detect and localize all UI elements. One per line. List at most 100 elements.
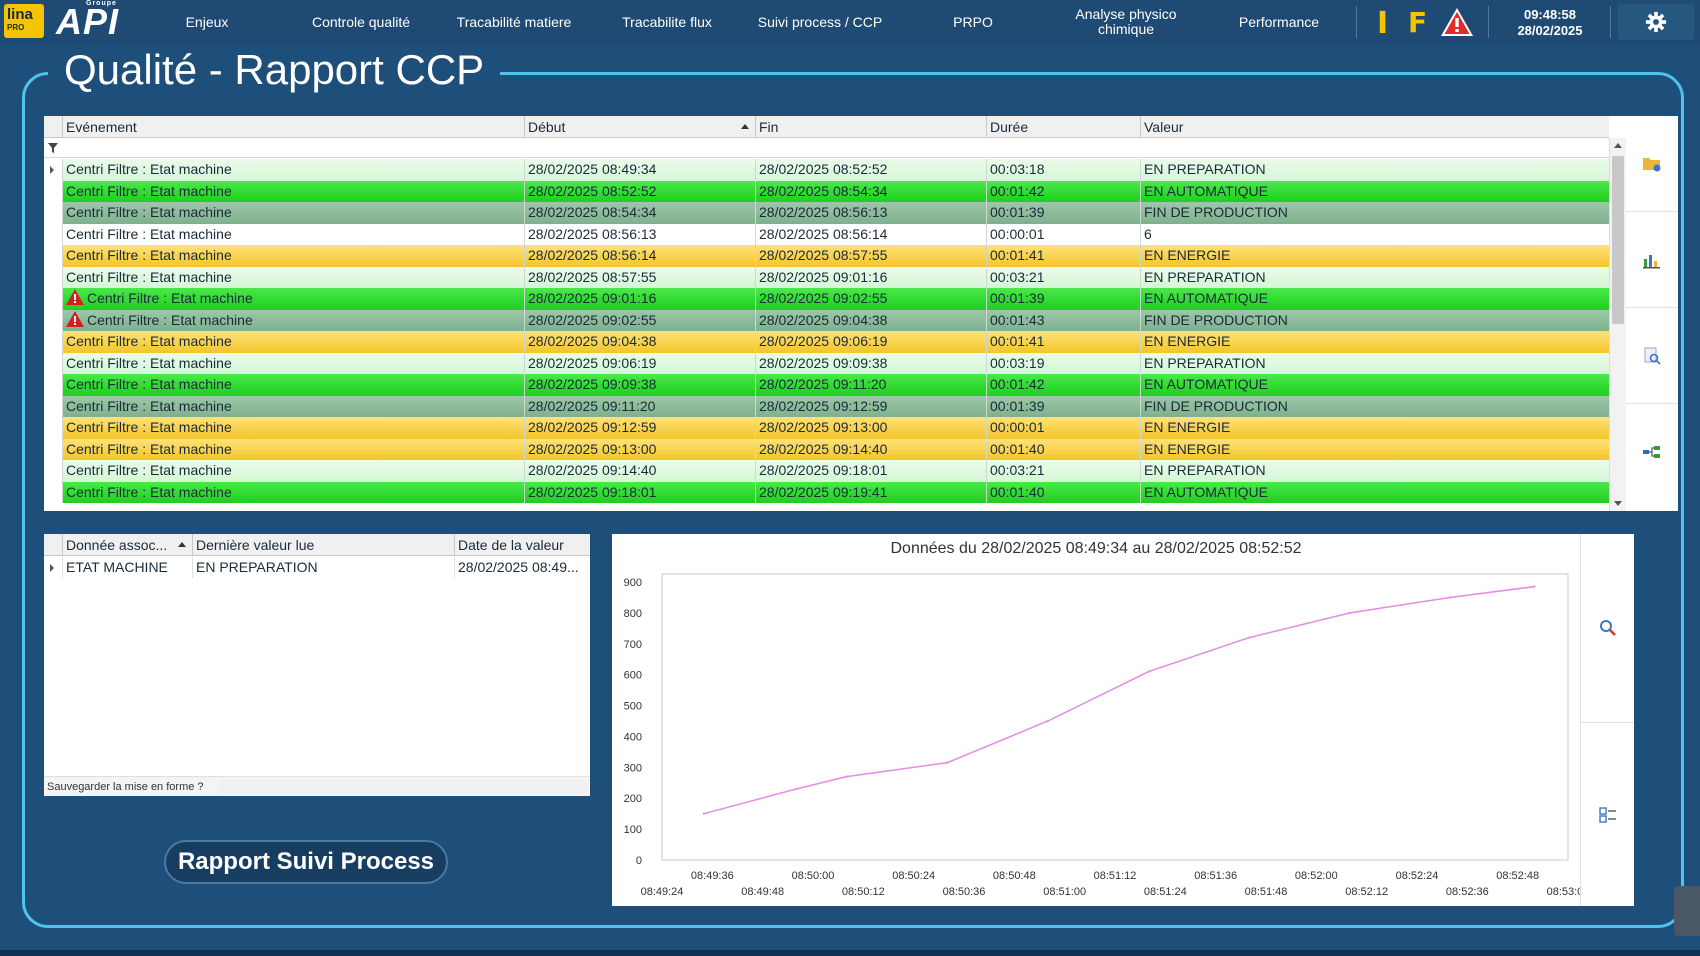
nav-suivi-process-ccp[interactable]: Suivi process / CCP [757,13,883,30]
row-header[interactable] [44,245,62,267]
y-tick-label: 800 [624,608,642,620]
table-row[interactable]: Centri Filtre : Etat machine 28/02/2025 0… [44,288,1609,310]
series-point [1046,719,1050,723]
settings-button[interactable] [1618,4,1694,40]
row-header[interactable] [44,438,62,460]
table-row[interactable]: Centri Filtre : Etat machine 28/02/2025 0… [44,374,1609,396]
indicator-f-icon[interactable]: F [1408,6,1428,39]
duration-cell-text: 00:01:41 [990,247,1045,263]
duration-cell: 00:01:41 [986,331,1140,353]
assoc-date-cell: 28/02/2025 08:49... [454,557,590,578]
indicator-i-icon[interactable]: I [1377,6,1389,41]
nav-performance[interactable]: Performance [1238,13,1320,30]
event-cell-text: Centri Filtre : Etat machine [87,290,253,306]
col-header-evenement[interactable]: Evénement [62,116,524,138]
row-header[interactable] [44,309,62,331]
col-header-fin[interactable]: Fin [755,116,986,138]
row-header[interactable] [44,223,62,245]
value-cell-text: EN PREPARATION [1144,161,1266,177]
chart-zoom-button[interactable] [1580,534,1634,722]
duration-cell: 00:01:39 [986,202,1140,224]
table-row[interactable]: Centri Filtre : Etat machine 28/02/2025 0… [44,438,1609,460]
table-row[interactable]: Centri Filtre : Etat machine 28/02/2025 0… [44,460,1609,482]
filter-icon[interactable] [48,143,58,153]
table-row[interactable]: Centri Filtre : Etat machine 28/02/2025 0… [44,481,1609,503]
event-cell-text: Centri Filtre : Etat machine [66,462,232,478]
scroll-up-icon[interactable] [1614,143,1622,148]
row-header[interactable] [44,374,62,396]
side-panel-tab[interactable] [1674,886,1700,936]
series-point [845,775,848,778]
table-row[interactable]: Centri Filtre : Etat machine 28/02/2025 0… [44,180,1609,202]
table-row[interactable]: Centri Filtre : Etat machine 28/02/2025 0… [44,202,1609,224]
rapport-suivi-process-button[interactable]: Rapport Suivi Process [164,840,448,884]
filter-row[interactable] [44,138,1609,158]
nav-controle-qualite[interactable]: Controle qualité [311,13,411,30]
nav-enjeux[interactable]: Enjeux [185,13,229,30]
col-header-date-valeur[interactable]: Date de la valeur [454,534,590,556]
save-layout-prompt[interactable]: Sauvegarder la mise en forme ? [47,781,204,793]
row-header[interactable] [44,202,62,224]
x-tick-label: 08:49:48 [741,886,784,898]
warning-icon[interactable] [1440,7,1474,37]
nav-analyse-physico-chimique[interactable]: Analyse physico chimique [1075,6,1177,37]
end-cell-text: 28/02/2025 09:11:20 [759,376,887,392]
row-header[interactable] [44,352,62,374]
y-tick-label: 200 [624,793,642,805]
table-row[interactable]: Centri Filtre : Etat machine 28/02/2025 0… [44,245,1609,267]
start-cell-text: 28/02/2025 09:12:59 [528,419,657,435]
col-header-donnee-assoc[interactable]: Donnée assoc... [62,534,192,556]
start-cell: 28/02/2025 08:56:14 [524,245,755,267]
table-row[interactable]: Centri Filtre : Etat machine 28/02/2025 0… [44,331,1609,353]
scroll-thumb[interactable] [1612,156,1624,324]
table-row[interactable]: Centri Filtre : Etat machine 28/02/2025 0… [44,352,1609,374]
value-cell: 6 [1140,223,1609,245]
start-cell-text: 28/02/2025 08:52:52 [528,182,657,199]
folder-icon [1643,157,1661,171]
start-cell-text: 28/02/2025 08:56:14 [528,247,657,263]
row-header[interactable] [44,266,62,288]
row-header[interactable] [44,417,62,439]
chart-view-button[interactable] [1626,212,1678,308]
duration-cell-text: 00:01:40 [990,483,1045,500]
zoom-document-button[interactable] [1626,308,1678,404]
flow-button[interactable] [1626,404,1678,500]
start-cell-text: 28/02/2025 09:04:38 [528,333,657,349]
nav-tracabilite-flux[interactable]: Tracabilite flux [622,13,712,30]
scroll-down-icon[interactable] [1614,501,1622,506]
nav-prpo[interactable]: PRPO [953,13,993,30]
end-cell: 28/02/2025 09:11:20 [755,374,986,396]
table-row[interactable]: Centri Filtre : Etat machine 28/02/2025 0… [44,395,1609,417]
nav-tracabilite-matiere[interactable]: Tracabilité matiere [456,13,572,30]
col-header-duree[interactable]: Durée [986,116,1140,138]
row-header[interactable] [44,180,62,202]
event-cell: Centri Filtre : Etat machine [62,374,524,396]
col-header-debut[interactable]: Début [524,116,755,138]
table-row[interactable]: Centri Filtre : Etat machine 28/02/2025 0… [44,417,1609,439]
row-header[interactable] [44,460,62,482]
table-row[interactable]: Centri Filtre : Etat machine 28/02/2025 0… [44,223,1609,245]
col-header-valeur[interactable]: Valeur [1140,116,1609,138]
value-cell: EN ENERGIE [1140,245,1609,267]
events-scrollbar[interactable] [1609,138,1626,511]
row-header[interactable] [44,288,62,310]
col-header-derniere-valeur[interactable]: Dernière valeur lue [192,534,454,556]
event-cell: Centri Filtre : Etat machine [62,180,524,202]
table-row[interactable]: Centri Filtre : Etat machine 28/02/2025 0… [44,309,1609,331]
series-point [1147,670,1150,673]
table-row[interactable]: Centri Filtre : Etat machine 28/02/2025 0… [44,159,1609,181]
row-header[interactable] [44,331,62,353]
assoc-hscrollbar[interactable] [219,780,587,794]
chart-options-button[interactable] [1580,722,1634,906]
value-cell-text: 6 [1144,225,1152,242]
value-cell-text: EN ENERGIE [1144,247,1231,263]
row-header[interactable] [44,159,62,181]
end-cell: 28/02/2025 08:56:13 [755,202,986,224]
open-folder-button[interactable] [1626,116,1678,212]
table-row[interactable]: ETAT MACHINE EN PREPARATION 28/02/2025 0… [44,557,590,578]
value-cell: EN PREPARATION [1140,460,1609,482]
row-header[interactable] [44,395,62,417]
table-row[interactable]: Centri Filtre : Etat machine 28/02/2025 0… [44,266,1609,288]
row-header[interactable] [44,481,62,503]
series-line [703,585,1535,815]
